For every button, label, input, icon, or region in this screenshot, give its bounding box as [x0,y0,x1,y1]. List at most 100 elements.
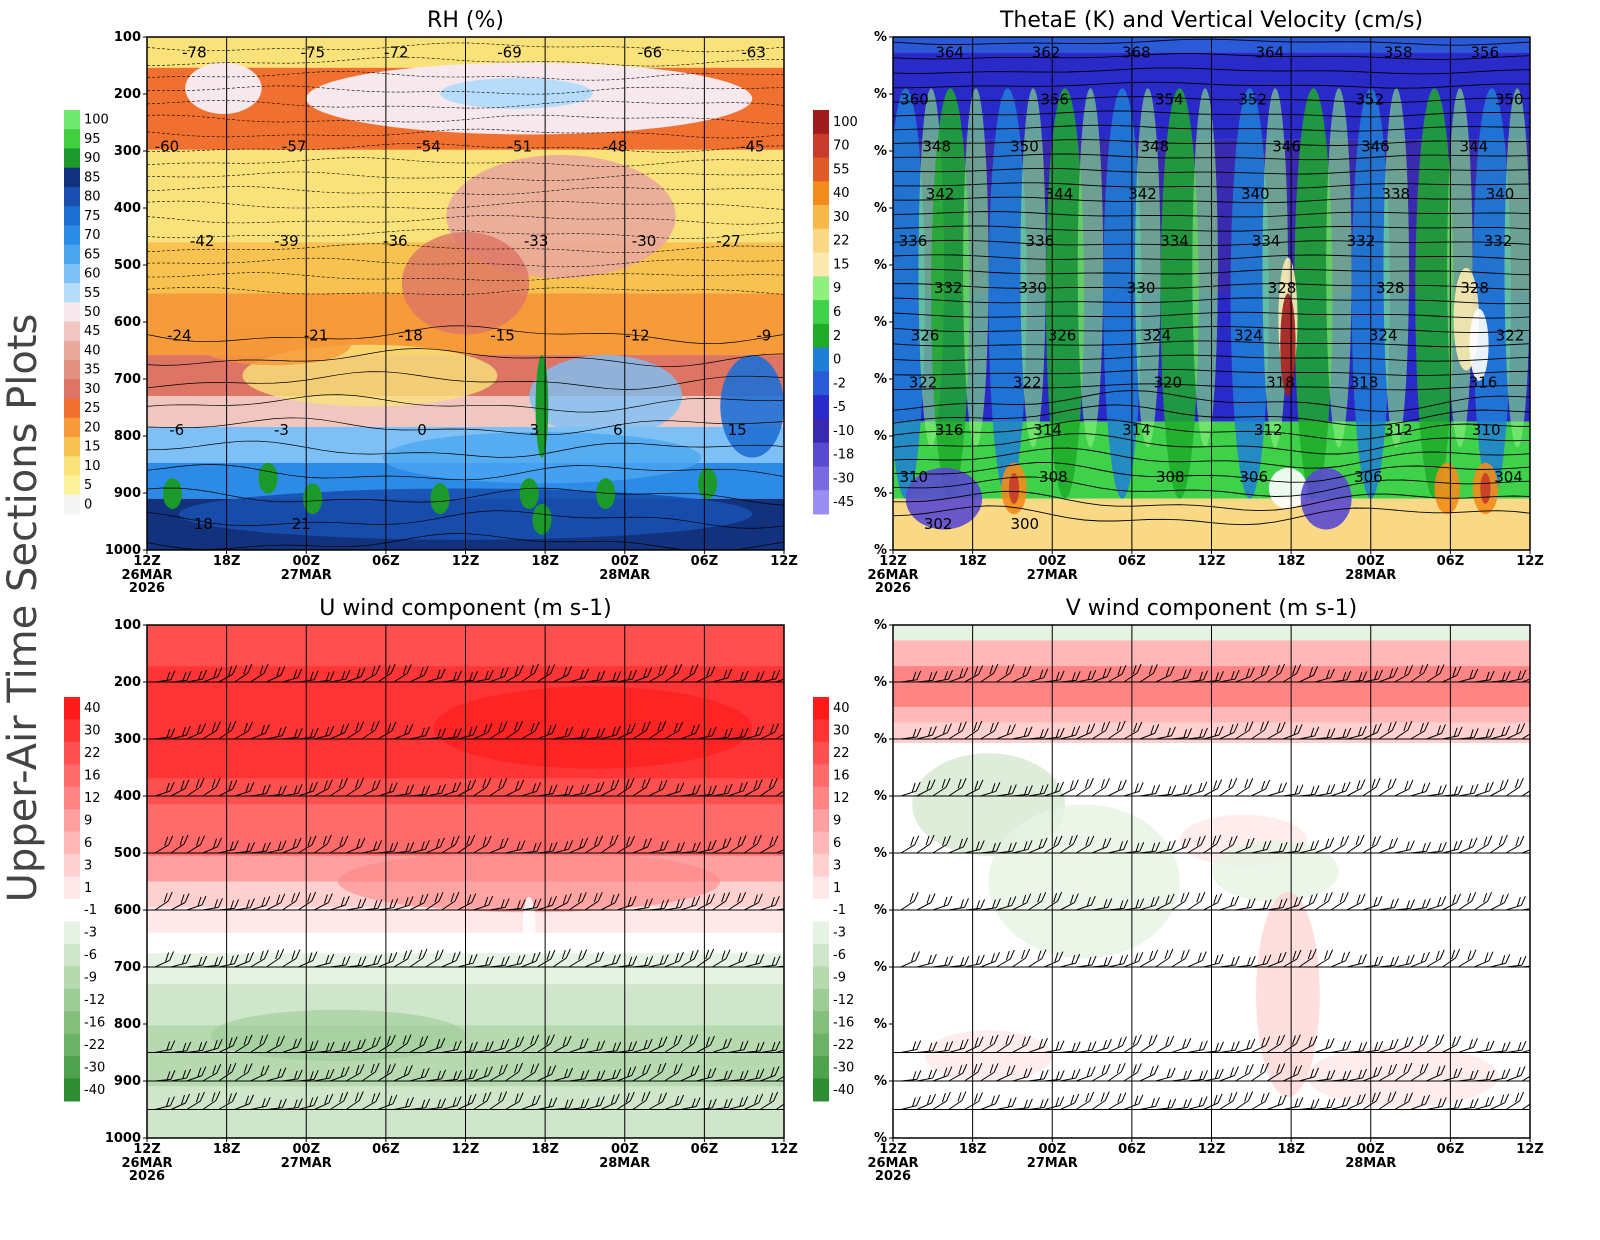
x-tick-label: 12Z [1516,1142,1544,1157]
colorbar-label: -10 [833,424,854,439]
colorbar-swatch [64,786,80,810]
colorbar-label: 22 [833,234,850,249]
y-tick-label: % [874,675,887,690]
colorbar-swatch [813,809,829,833]
colorbar-label: -30 [833,1060,854,1075]
colorbar-label: 40 [833,186,850,201]
colorbar-label: 6 [833,305,841,320]
colorbar-swatch [813,1078,829,1102]
colorbar-swatch [813,988,829,1012]
colorbar-swatch [813,899,829,922]
x-tick-label: 06Z [372,1142,400,1157]
y-tick-label: % [874,372,887,387]
date-label: 28MAR [599,1156,650,1171]
x-tick-label: 12Z [452,1142,480,1157]
y-tick-label: % [874,201,887,216]
colorbar-label: 40 [84,343,101,358]
contour-label: 306 [1239,468,1268,486]
contour-label: 330 [1127,279,1156,297]
colorbar-swatch [813,1011,829,1035]
x-tick-label: 00Z [611,1142,639,1157]
date-label: 28MAR [1345,1156,1396,1171]
colorbar-swatch [64,110,80,130]
contour-label: 328 [1268,279,1297,297]
contour-label: -30 [632,232,657,250]
colorbar-label: 22 [84,746,101,761]
contour-label: 368 [1122,43,1151,61]
y-tick-label: 200 [114,87,141,102]
chart-title: RH (%) [427,8,504,33]
colorbar-label: 1 [84,881,92,896]
colorbar-label: 2 [833,329,841,344]
contour-label: -33 [524,232,549,250]
colorbar-label: -30 [84,1060,105,1075]
colorbar-swatch [813,786,829,810]
field-v [893,625,1530,1138]
colorbar-swatch [813,300,829,325]
y-tick-label: % [874,960,887,975]
date-label: 2026 [129,1169,165,1184]
contour-label: -75 [301,43,326,61]
contour-label: 322 [1013,374,1042,392]
wind-barbs [893,625,1530,1110]
colorbar-label: 3 [833,858,841,873]
colorbar-swatch [64,719,80,743]
colorbar-swatch [813,371,829,396]
x-tick-label: 06Z [1437,554,1465,569]
colorbar-swatch [64,129,80,149]
contour-label: -69 [497,43,522,61]
x-tick-label: 00Z [1357,1142,1385,1157]
colorbar-label: 80 [84,190,101,205]
colorbar-label: 95 [84,132,101,147]
colorbar-label: -12 [833,993,854,1008]
y-tick-label: % [874,429,887,444]
contour-label: -63 [741,43,766,61]
colorbar-swatch [813,966,829,990]
panel-rh: RH (%)100200300400500600700800900100012Z… [64,8,798,596]
date-label: 28MAR [1345,568,1396,583]
y-tick-label: % [874,732,887,747]
contour-label: 3 [529,421,539,439]
colorbar-swatch [64,379,80,400]
y-tick-label: % [874,1017,887,1032]
contour-label: -45 [740,138,765,156]
date-label: 26MAR [867,1156,918,1171]
field-u [147,625,784,1138]
contour-label: 334 [1252,232,1281,250]
contour-label: 354 [1155,90,1184,108]
x-tick-label: 18Z [959,554,987,569]
colorbar-swatch [64,283,80,303]
date-label: 27MAR [281,1156,332,1171]
contour-label: 338 [1381,185,1410,203]
x-tick-label: 12Z [770,554,798,569]
colorbar-label: 55 [833,162,850,177]
contour-label: 324 [1369,326,1398,344]
contour-label: 350 [1010,138,1039,156]
contour-label: -9 [756,326,771,344]
contour-label: 6 [613,421,623,439]
x-tick-label: 00Z [1038,1142,1066,1157]
colorbar-swatch [64,321,80,342]
colorbar-swatch [64,921,80,945]
colorbar-label: 85 [84,170,101,185]
colorbar-label: 30 [84,724,101,739]
colorbar-label: 55 [84,286,101,301]
colorbar: 40 30 22 16 12 9 6 3 1 -1 -3 -6 -9 -12 -16 -22 -30 -40 [64,697,105,1102]
y-tick-label: % [874,30,887,45]
contour-label: 344 [1045,185,1074,203]
contour-label: 322 [909,374,938,392]
contour-label: 344 [1460,138,1489,156]
contour-label: 346 [1361,138,1390,156]
contour-label: 318 [1266,374,1295,392]
colorbar-swatch [813,831,829,855]
y-tick-label: 200 [114,675,141,690]
contour-label: 324 [1234,326,1263,344]
contour-label: 0 [417,421,427,439]
x-tick-label: 06Z [691,1142,719,1157]
thetae-contour-labels: 364 362 368 364 358 356 360 356 354 352 352 350 348 3… [899,43,1525,533]
colorbar-label: -40 [833,1083,854,1098]
colorbar-swatch [813,697,829,720]
colorbar-swatch [813,1056,829,1080]
contour-label: 308 [1156,468,1185,486]
y-tick-label: 100 [114,618,141,633]
